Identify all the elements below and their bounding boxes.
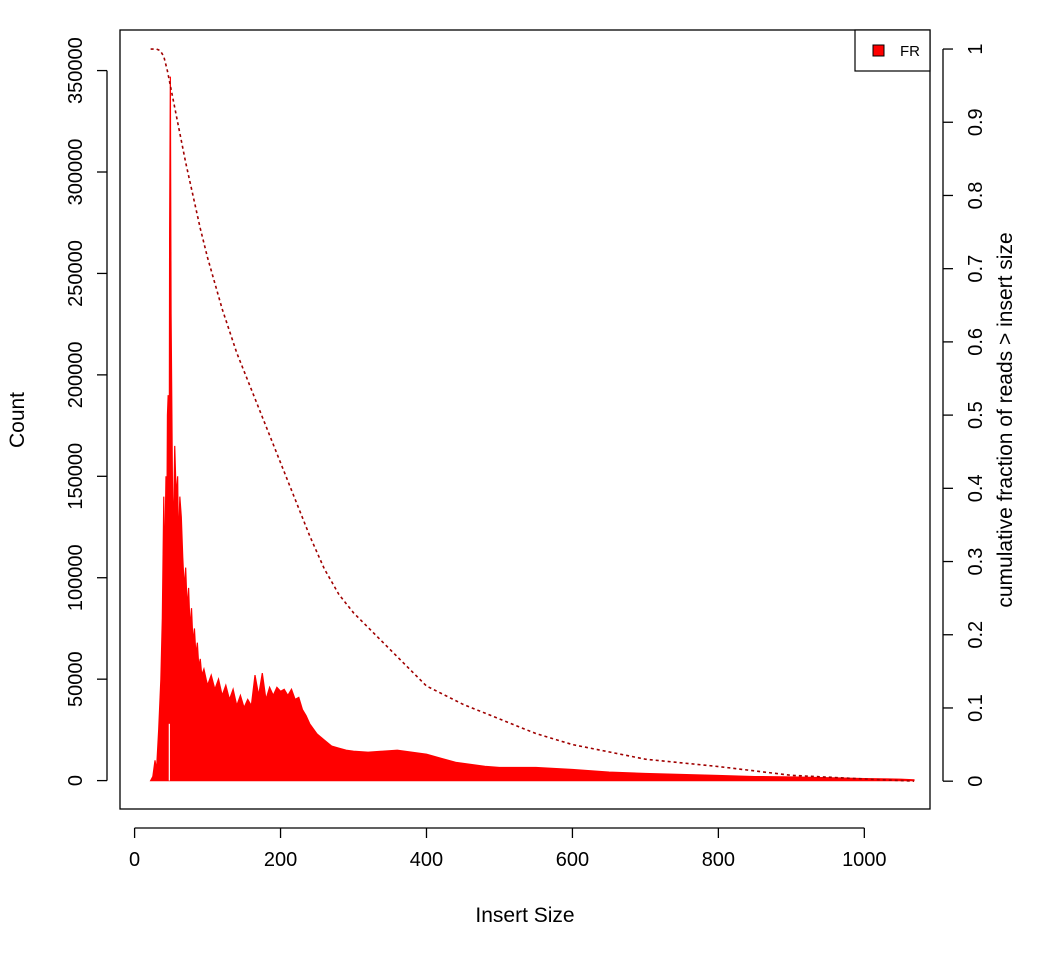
y-right-tick-label: 0.8 xyxy=(965,182,987,210)
x-axis-label: Insert Size xyxy=(475,904,574,927)
histogram-area xyxy=(149,76,915,782)
x-tick-label: 400 xyxy=(410,849,443,871)
y-tick-label: 200000 xyxy=(65,341,87,408)
y-right-tick-label: 0.1 xyxy=(965,694,987,722)
legend-swatch-fr xyxy=(872,44,885,57)
y-right-tick-label: 0.4 xyxy=(965,474,987,502)
y-tick-label: 0 xyxy=(65,775,87,786)
x-tick-label: 1000 xyxy=(842,849,887,871)
cumulative-series xyxy=(150,48,914,782)
legend: FR xyxy=(854,29,931,72)
y-right-tick-label: 0 xyxy=(965,776,987,787)
y-tick-label: 50000 xyxy=(65,651,87,707)
plot-frame xyxy=(119,29,931,810)
y-right-tick-label: 0.2 xyxy=(965,621,987,649)
y-axis-right: 0 0.1 0.2 0.3 0.4 0.5 0.6 0.7 0.8 0.9 1 xyxy=(942,43,987,787)
y-axis-right-label: cumulative fraction of reads > insert si… xyxy=(994,232,1017,607)
x-tick-label: 600 xyxy=(556,849,589,871)
y-right-tick-label: 0.7 xyxy=(965,255,987,283)
legend-label-fr: FR xyxy=(900,43,920,60)
y-axis-left: 0 50000 100000 150000 200000 250000 300000 3500… xyxy=(65,37,108,786)
y-tick-label: 350000 xyxy=(65,37,87,104)
y-right-tick-label: 0.6 xyxy=(965,328,987,356)
histogram-series xyxy=(149,76,915,782)
y-tick-label: 300000 xyxy=(65,139,87,206)
x-tick-label: 200 xyxy=(264,849,297,871)
x-tick-label: 0 xyxy=(129,849,140,871)
y-axis-label: Count xyxy=(6,392,29,448)
x-axis: 0 200 400 600 800 1000 xyxy=(129,827,887,871)
legend-box xyxy=(854,29,931,72)
y-tick-label: 100000 xyxy=(65,544,87,611)
y-tick-label: 150000 xyxy=(65,443,87,510)
x-tick-label: 800 xyxy=(702,849,735,871)
cumulative-line xyxy=(150,48,914,782)
y-tick-label: 250000 xyxy=(65,240,87,307)
y-right-tick-label: 0.5 xyxy=(965,401,987,429)
y-right-tick-label: 0.9 xyxy=(965,108,987,136)
y-right-tick-label: 0.3 xyxy=(965,548,987,576)
y-right-tick-label: 1 xyxy=(965,43,987,54)
